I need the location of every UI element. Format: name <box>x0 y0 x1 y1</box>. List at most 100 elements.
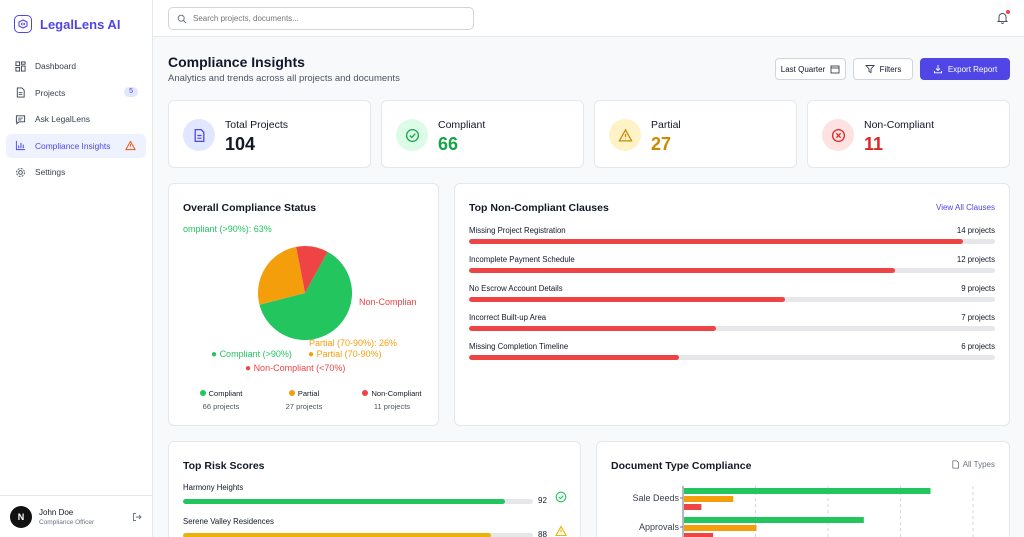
pie-slice-2[interactable] <box>296 246 328 293</box>
stat-value: 27 <box>651 134 672 154</box>
filter-icon <box>864 65 875 74</box>
sidebar-item-label: Ask LegalLens <box>35 114 90 124</box>
summary-count: 27 projects <box>285 402 323 411</box>
doc-bar[interactable] <box>684 488 931 494</box>
brand[interactable]: LegalLens AI <box>0 0 152 48</box>
risk-bar-fill <box>183 533 491 537</box>
clause-count: 7 projects <box>961 313 995 322</box>
period-select-button[interactable]: Last Quarter <box>775 58 846 80</box>
bell-icon[interactable] <box>996 11 1009 24</box>
risk-row[interactable]: Serene Valley Residences 88 <box>183 517 567 537</box>
sidebar-nav: Dashboard Projects 5 Ask LegalLens Compl… <box>0 48 152 193</box>
clause-bar-track <box>469 326 995 331</box>
summary-label: Partial <box>297 389 320 398</box>
clause-bar-track <box>469 355 995 360</box>
filter-label: All Types <box>962 460 995 469</box>
search-input[interactable] <box>193 14 463 23</box>
pie-slice-0[interactable] <box>259 251 352 340</box>
dashboard-icon <box>15 60 26 72</box>
gear-icon <box>16 167 25 177</box>
sidebar-item-dashboard[interactable]: Dashboard <box>6 54 146 78</box>
clause-bar-track <box>469 297 995 302</box>
filters-label: Filters <box>879 64 902 74</box>
risk-row[interactable]: Harmony Heights 92 <box>183 483 567 507</box>
clause-bar-track <box>469 239 995 244</box>
category-label: Sale Deeds <box>632 493 679 503</box>
stat-label: Compliant <box>438 119 486 131</box>
clause-name: Incorrect Built-up Area <box>469 313 547 322</box>
check-circle-icon <box>555 491 567 503</box>
doc-bar[interactable] <box>684 525 757 531</box>
clause-row[interactable]: Missing Project Registration 14 projects <box>469 226 995 246</box>
legend-noncompliant[interactable]: ● Non-Compliant (<70%) <box>245 363 346 374</box>
document-icon <box>183 119 215 151</box>
search-icon <box>177 14 187 23</box>
clause-row[interactable]: Missing Completion Timeline 6 projects <box>469 342 995 362</box>
document-type-filter[interactable]: All Types <box>951 460 995 469</box>
search-box[interactable] <box>168 7 474 30</box>
clause-bar-track <box>469 268 995 273</box>
compliance-pie-chart <box>258 246 352 340</box>
clause-name: Missing Completion Timeline <box>469 342 569 351</box>
legend-label: Non-Compliant (<70%) <box>253 363 346 373</box>
doc-bar[interactable] <box>684 504 702 510</box>
sidebar-item-compliance-insights[interactable]: Compliance Insights <box>6 133 146 158</box>
clause-name: Incomplete Payment Schedule <box>469 255 575 264</box>
filters-button[interactable]: Filters <box>853 58 913 80</box>
card-title: Document Type Compliance <box>611 460 752 472</box>
notification-dot <box>1006 10 1010 14</box>
pie-label-compliant: ompliant (>90%): 63% <box>183 224 272 234</box>
download-icon <box>933 65 942 74</box>
legend-compliant[interactable]: ● Compliant (>90%) <box>211 349 292 360</box>
legend-label: Compliant (>90%) <box>219 349 292 359</box>
sidebar-item-settings[interactable]: Settings <box>6 160 146 184</box>
pie-label-noncompliant: Non-Complian <box>359 297 417 307</box>
chat-icon <box>15 114 26 125</box>
warning-icon <box>609 119 641 151</box>
card-title: Overall Compliance Status <box>183 202 317 214</box>
export-report-button[interactable]: Export Report <box>920 58 1010 80</box>
sidebar-item-label: Settings <box>35 167 66 177</box>
card-title: Top Non-Compliant Clauses <box>469 202 609 214</box>
user-name: John Doe <box>39 507 74 517</box>
sidebar-item-projects[interactable]: Projects 5 <box>6 81 146 105</box>
avatar: N <box>10 505 32 528</box>
doc-bar[interactable] <box>684 533 713 537</box>
stat-card-partial[interactable]: Partial 27 <box>594 100 797 168</box>
stat-label: Non-Compliant <box>864 119 935 131</box>
document-type-bar-chart: Sale Deeds Approvals <box>632 486 974 537</box>
document-type-card: Document Type Compliance All Types Sale … <box>596 441 1010 537</box>
clause-bar-fill <box>469 355 680 360</box>
risk-project-name: Serene Valley Residences <box>183 517 274 526</box>
sidebar-item-ask-legallens[interactable]: Ask LegalLens <box>6 107 146 131</box>
summary-partial: Partial 27 projects <box>264 389 344 411</box>
view-all-clauses-link[interactable]: View All Clauses <box>936 203 995 212</box>
legend-partial[interactable]: ● Partial (70-90%) <box>308 349 382 360</box>
page-subtitle: Analytics and trends across all projects… <box>168 73 400 84</box>
stat-card-compliant[interactable]: Compliant 66 <box>381 100 584 168</box>
doc-bar[interactable] <box>684 496 734 502</box>
stat-card-total[interactable]: Total Projects 104 <box>168 100 371 168</box>
stat-card-noncompliant[interactable]: Non-Compliant 11 <box>807 100 1010 168</box>
clause-row[interactable]: Incomplete Payment Schedule 12 projects <box>469 255 995 275</box>
sidebar-item-label: Dashboard <box>35 61 76 71</box>
clause-count: 12 projects <box>956 255 995 264</box>
doc-bar[interactable] <box>684 517 864 523</box>
summary-compliant: Compliant 66 projects <box>181 389 261 411</box>
clause-row[interactable]: Incorrect Built-up Area 7 projects <box>469 313 995 333</box>
clause-count: 14 projects <box>956 226 995 235</box>
stat-value: 104 <box>225 134 256 154</box>
logout-icon[interactable] <box>132 512 142 522</box>
stat-value: 11 <box>864 134 884 154</box>
pie-slice-1[interactable] <box>258 246 305 305</box>
period-label: Last Quarter <box>780 64 826 74</box>
summary-label: Compliant <box>208 389 243 398</box>
warning-icon <box>555 525 567 537</box>
category-label: Approvals <box>639 522 680 532</box>
clause-name: Missing Project Registration <box>469 226 566 235</box>
risk-score: 88 <box>538 530 547 537</box>
user-profile[interactable]: N John Doe Compliance Officer <box>0 495 152 537</box>
risk-scores-card: Top Risk Scores Harmony Heights 92 Serene … <box>168 441 581 537</box>
clause-count: 6 projects <box>961 342 995 351</box>
clause-row[interactable]: No Escrow Account Details 9 projects <box>469 284 995 304</box>
